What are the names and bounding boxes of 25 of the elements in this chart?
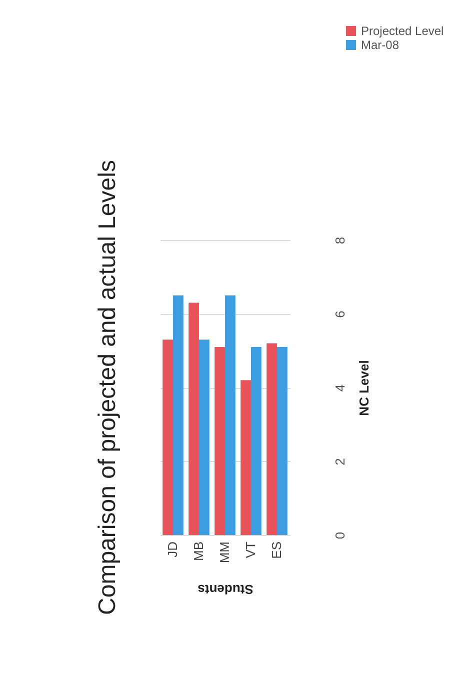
y-tick-label: 8 [332,236,348,244]
bar [214,346,225,535]
bar [173,295,184,535]
y-tick-label: 0 [332,532,348,540]
legend-label: Projected Level [361,24,444,38]
bar [225,295,236,535]
y-tick-label: 4 [332,384,348,392]
legend-label: Mar-08 [361,38,400,52]
bar [251,346,262,535]
x-tick-label: JD [165,542,180,558]
x-tick-label: MM [217,542,232,564]
bar [199,340,210,535]
bar [188,302,199,535]
bar [240,380,251,535]
x-tick-label: ES [269,541,284,559]
x-tick-label: MB [191,542,206,561]
bar [266,343,277,535]
bar [277,346,288,535]
x-tick-label: VT [243,541,258,558]
y-tick-label: 6 [332,310,348,318]
x-axis-title: Students [198,582,254,598]
bar [162,340,173,535]
y-tick-label: 2 [332,458,348,466]
text: Comparison of projected and actual Levels [94,160,121,615]
y-axis-title: NC Level [356,360,372,416]
